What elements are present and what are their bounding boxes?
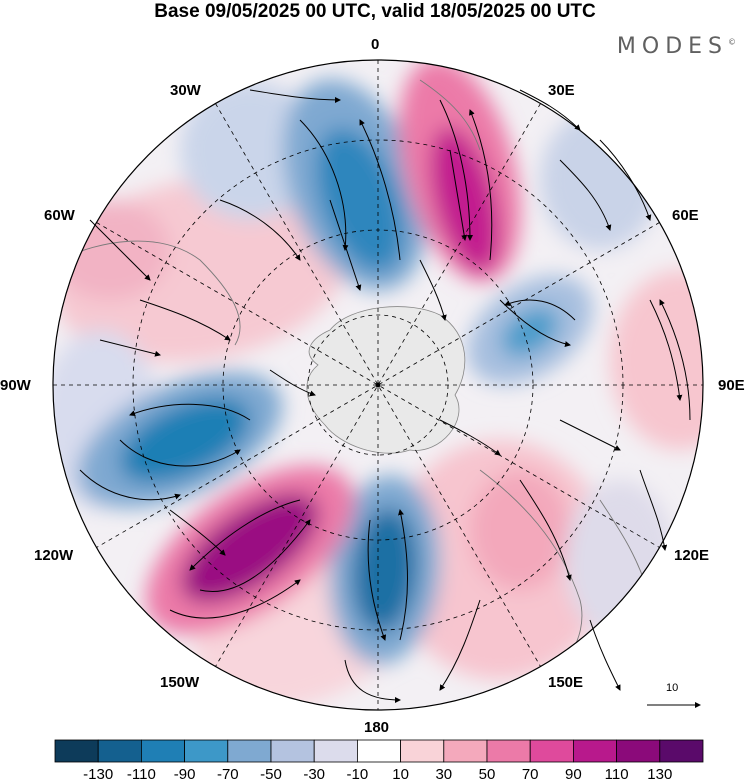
- colorbar-swatch: [356, 739, 401, 763]
- colorbar-swatch: [184, 739, 229, 763]
- lon-label-30e: 30E: [548, 82, 575, 99]
- colorbar-tick-label: -70: [216, 766, 239, 783]
- colorbar-swatch: [659, 739, 704, 763]
- colorbar-tick-label: -10: [346, 766, 369, 783]
- lon-label-0: 0: [371, 36, 380, 53]
- lon-label-60w: 60W: [44, 207, 75, 224]
- lon-label-180: 180: [364, 719, 390, 736]
- colorbar-tick-label: -50: [260, 766, 282, 783]
- antarctica-landmass: [306, 306, 466, 454]
- modes-logo: MODES©: [617, 34, 736, 59]
- colorbar-swatch: [140, 739, 185, 763]
- colorbar-tick-label: -110: [126, 766, 156, 783]
- lon-label-120w: 120W: [34, 547, 74, 564]
- colorbar-swatch: [400, 739, 445, 763]
- colorbar-swatch: [573, 739, 618, 763]
- colorbar-tick-label: 50: [478, 766, 496, 783]
- lon-label-90w: 90W: [0, 377, 31, 394]
- colorbar-tick-label: 10: [392, 766, 409, 783]
- colorbar-swatch: [227, 739, 272, 763]
- lon-label-150w: 150W: [160, 674, 200, 691]
- colorbar-tick-label: 90: [565, 766, 582, 783]
- colorbar-swatch: [54, 739, 99, 763]
- anomaly-field: [53, 60, 703, 710]
- colorbar-tick-label: 130: [647, 766, 673, 783]
- map-border: [52, 59, 704, 711]
- colorbar-tick-label: -130: [83, 766, 114, 783]
- colorbar-swatch: [486, 739, 531, 763]
- lon-label-60e: 60E: [672, 207, 699, 224]
- brand-mark: ©: [728, 37, 736, 47]
- graticule: [53, 60, 703, 710]
- colorbar-tick-label: 110: [604, 766, 629, 783]
- lon-label-30w: 30W: [170, 82, 201, 99]
- south-pole-dot: [375, 382, 381, 388]
- colorbar-swatch: [443, 739, 488, 763]
- colorbar-swatch: [313, 739, 358, 763]
- colorbar-swatch: [529, 739, 574, 763]
- colorbar-tick-label: -30: [303, 766, 326, 783]
- colorbar-tick-label: 70: [521, 766, 539, 783]
- colorbar-swatch: [270, 739, 315, 763]
- brand-name: MODES: [616, 34, 728, 59]
- colorbar-tick-label: 30: [435, 766, 453, 783]
- lon-label-120e: 120E: [674, 547, 710, 564]
- colorbar-swatch: [97, 739, 142, 763]
- colorbar-swatch: [616, 739, 661, 763]
- lon-label-90e: 90E: [718, 377, 745, 394]
- colorbar: [54, 739, 704, 763]
- map-title: Base 09/05/2025 00 UTC, valid 18/05/2025…: [154, 1, 596, 22]
- colorbar-tick-label: -90: [173, 766, 196, 783]
- lon-label-150e: 150E: [548, 674, 584, 691]
- wind-vectors: [79, 89, 691, 703]
- reference-vector-label: 10: [666, 682, 679, 694]
